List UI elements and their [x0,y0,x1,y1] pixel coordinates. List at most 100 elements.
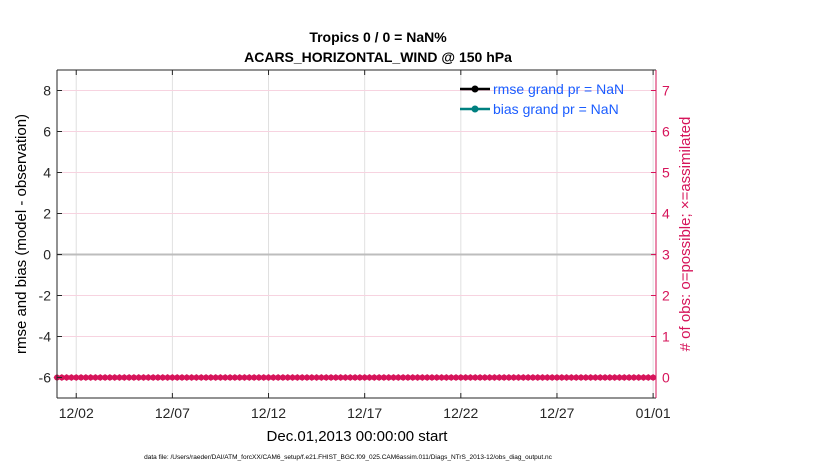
y-tick-label-left: 4 [43,165,51,181]
obs-assimilated-marker [481,374,488,381]
obs-assimilated-marker [505,374,512,381]
obs-assimilated-marker [539,374,546,381]
obs-assimilated-marker [597,374,604,381]
obs-assimilated-marker [366,374,373,381]
obs-assimilated-marker [140,374,147,381]
obs-assimilated-marker [361,374,368,381]
obs-assimilated-marker [102,374,109,381]
axes: 12/02 12/07 12/12 12/17 12/22 12/27 01/01 -6 -4 -… [39,69,671,421]
obs-assimilated-marker [106,374,113,381]
obs-assimilated-marker [154,374,161,381]
obs-assimilated-marker [303,374,310,381]
obs-assimilated-marker [323,374,330,381]
obs-assimilated-marker [207,374,214,381]
obs-assimilated-marker [428,374,435,381]
obs-assimilated-marker [231,374,238,381]
obs-assimilated-marker [606,374,613,381]
obs-assimilated-marker [130,374,137,381]
obs-assimilated-marker [414,374,421,381]
y-tick-label-right: 4 [662,206,670,222]
obs-assimilated-marker [135,374,142,381]
obs-assimilated-marker [174,374,181,381]
obs-assimilated-marker [178,374,185,381]
obs-assimilated-marker [337,374,344,381]
obs-assimilated-marker [212,374,219,381]
obs-assimilated-marker [404,374,411,381]
obs-assimilated-marker [510,374,517,381]
obs-assimilated-marker [534,374,541,381]
obs-assimilated-marker [491,374,498,381]
y-tick-label-right: 3 [662,247,670,263]
obs-assimilated-marker [578,374,585,381]
obs-assimilated-marker [352,374,359,381]
obs-assimilated-marker [529,374,536,381]
obs-assimilated-marker [630,374,637,381]
obs-assimilated-marker [587,374,594,381]
x-tick-label: 12/17 [347,405,382,421]
obs-assimilated-marker [356,374,363,381]
obs-assimilated-marker [78,374,85,381]
obs-assimilated-marker [438,374,445,381]
obs-assimilated-marker [477,374,484,381]
obs-assimilated-marker [284,374,291,381]
y-tick-label-left: -2 [39,288,52,304]
chart-title: Tropics 0 / 0 = NaN% [309,29,447,45]
obs-assimilated-marker [294,374,301,381]
obs-assimilated-marker [270,374,277,381]
chart-subtitle: ACARS_HORIZONTAL_WIND @ 150 hPa [244,49,512,65]
obs-assimilated-marker [203,374,210,381]
y-tick-label-right: 0 [662,370,670,386]
y-tick-label-left: 2 [43,206,51,222]
obs-assimilated-marker [496,374,503,381]
y-tick-label-right: 1 [662,329,670,345]
obs-assimilated-marker [395,374,402,381]
obs-assimilated-marker [433,374,440,381]
y-tick-label-left: -4 [39,329,52,345]
obs-assimilated-marker [457,374,464,381]
legend-marker [471,85,479,93]
obs-assimilated-marker [188,374,195,381]
obs-assimilated-marker [621,374,628,381]
obs-assimilated-marker [467,374,474,381]
series [53,374,657,381]
obs-assimilated-marker [573,374,580,381]
obs-assimilated-marker [318,374,325,381]
obs-assimilated-marker [380,374,387,381]
obs-assimilated-marker [265,374,272,381]
obs-assimilated-marker [400,374,407,381]
obs-assimilated-marker [409,374,416,381]
obs-assimilated-marker [448,374,455,381]
obs-assimilated-marker [602,374,609,381]
y-tick-label-left: 0 [43,247,51,263]
obs-assimilated-marker [145,374,152,381]
obs-assimilated-marker [390,374,397,381]
y-tick-label-left: 8 [43,83,51,99]
obs-assimilated-marker [193,374,200,381]
obs-assimilated-marker [525,374,532,381]
legend-label: rmse grand pr = NaN [493,81,624,97]
obs-assimilated-marker [328,374,335,381]
obs-assimilated-marker [217,374,224,381]
obs-assimilated-marker [549,374,556,381]
x-tick-label: 12/12 [251,405,286,421]
obs-assimilated-marker [241,374,248,381]
obs-assimilated-marker [227,374,234,381]
y-tick-label-right: 6 [662,124,670,140]
legend-marker [471,105,479,113]
obs-assimilated-marker [150,374,157,381]
x-tick-label: 12/27 [539,405,574,421]
obs-assimilated-marker [222,374,229,381]
obs-assimilated-marker [260,374,267,381]
obs-assimilated-marker [347,374,354,381]
obs-assimilated-marker [611,374,618,381]
y-tick-label-right: 5 [662,165,670,181]
obs-assimilated-marker [92,374,99,381]
grid [57,70,656,398]
obs-assimilated-marker [63,374,70,381]
obs-assimilated-marker [279,374,286,381]
obs-assimilated-marker [111,374,118,381]
obs-assimilated-marker [520,374,527,381]
obs-assimilated-marker [169,374,176,381]
obs-assimilated-marker [299,374,306,381]
footer-data-file: data file: /Users/raeder/DAI/ATM_forcXX/… [144,454,553,461]
